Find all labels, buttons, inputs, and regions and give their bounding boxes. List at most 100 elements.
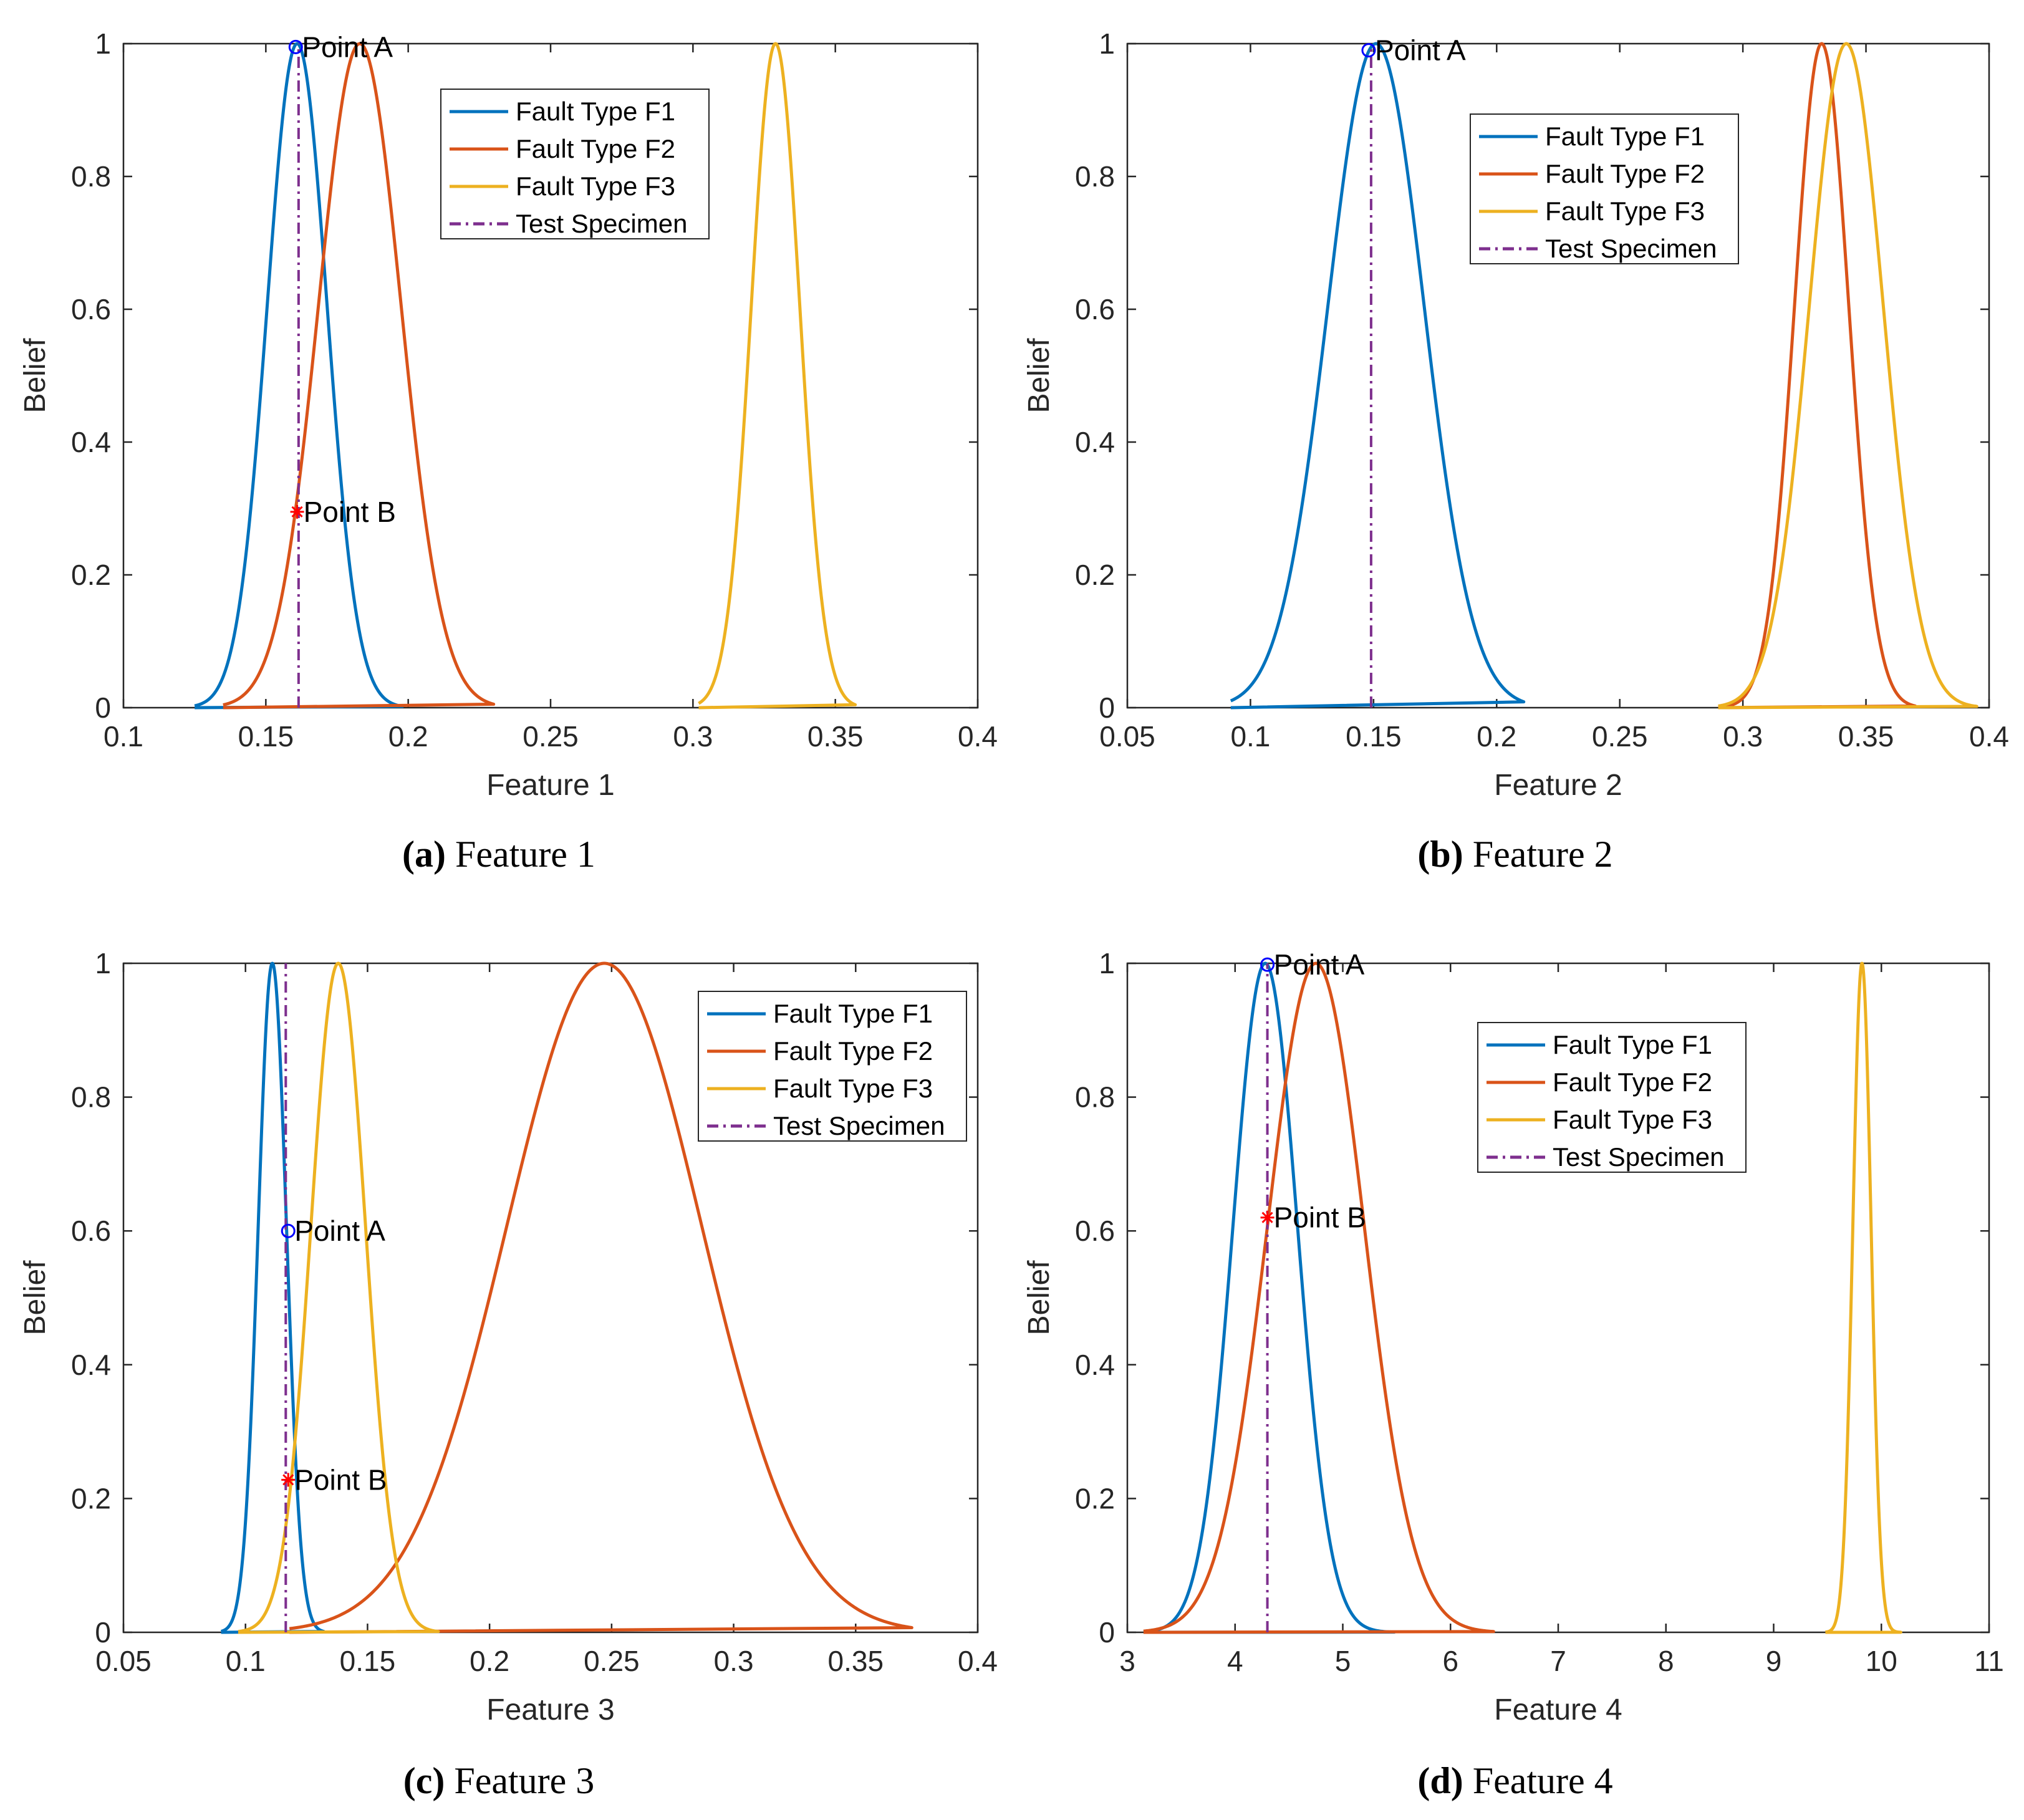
point-a-label: Point A: [1375, 34, 1466, 67]
legend-label: Test Specimen: [516, 209, 687, 238]
x-tick-label: 0.15: [1346, 720, 1402, 753]
y-tick-label: 0.4: [1075, 1349, 1115, 1381]
legend-label: Fault Type F3: [1553, 1105, 1712, 1134]
y-tick-label: 0.2: [71, 559, 111, 591]
series-line-f1: [193, 42, 405, 710]
legend-box: [1477, 1022, 1747, 1173]
x-axis-label: Feature 4: [1494, 1693, 1622, 1726]
y-tick-label: 0: [1099, 691, 1115, 724]
series-line-f2: [289, 961, 913, 1634]
y-tick-label: 0.4: [1075, 426, 1115, 458]
point-a-label: Point A: [302, 31, 393, 63]
legend-label: Fault Type F3: [773, 1074, 933, 1103]
y-axis-label: Belief: [1023, 338, 1056, 413]
x-tick-label: 0.05: [95, 1645, 152, 1677]
point-a-label: Point A: [1274, 948, 1365, 981]
legend-label: Test Specimen: [1553, 1142, 1724, 1172]
legend: Fault Type F1 Fault Type F2 Fault Type F3 T…: [1477, 1022, 1747, 1173]
panel-caption: (b) Feature 2: [1417, 834, 1612, 875]
caption-letter: (c): [403, 1760, 445, 1801]
y-tick-label: 0.6: [1075, 1215, 1115, 1247]
legend-box: [440, 89, 710, 239]
y-tick-label: 0.4: [71, 1349, 111, 1381]
x-tick-label: 0.4: [958, 1645, 998, 1677]
x-tick-label: 0.35: [807, 720, 864, 753]
x-tick-label: 0.15: [340, 1645, 396, 1677]
series-line-f1: [1230, 42, 1526, 710]
legend-box: [698, 991, 967, 1142]
x-tick-label: 11: [1974, 1645, 2004, 1677]
y-tick-label: 1: [1099, 947, 1115, 980]
series-line-f2: [222, 42, 496, 710]
caption-text: Feature 4: [1463, 1760, 1613, 1801]
point-b-marker: [1260, 1210, 1275, 1225]
x-axis-label: Feature 2: [1494, 769, 1622, 802]
y-axis-label: Belief: [1023, 1260, 1056, 1336]
x-tick-label: 0.4: [958, 720, 998, 753]
x-tick-label: 0.25: [1592, 720, 1648, 753]
chart-panel-3: 0.05 0.1 0.15 0.2 0.25 0.3 0.35 0.4 0 0.2 0.4 0.6 0.…: [19, 947, 998, 1801]
point-b-marker: [281, 1473, 296, 1487]
legend-label: Fault Type F1: [773, 999, 933, 1028]
legend-label: Fault Type F3: [1545, 196, 1705, 226]
y-tick-label: 0.8: [1075, 1081, 1115, 1114]
point-a-marker: [1260, 957, 1275, 972]
x-tick-label: 0.3: [673, 720, 713, 753]
chart-panel-4: 3 4 5 6 7 8 9 10 11 0 0.2 0.4 0.6 0.8 1 Feature 4 Belief…: [1023, 947, 2004, 1801]
x-tick-label: 6: [1442, 1645, 1458, 1677]
y-axis-label: Belief: [19, 338, 52, 413]
series-line-f3: [697, 42, 857, 710]
y-tick-label: 0.6: [71, 1215, 111, 1247]
x-tick-label: 0.35: [1838, 720, 1894, 753]
y-tick-label: 0: [95, 1616, 111, 1649]
x-tick-label: 0.2: [388, 720, 428, 753]
caption-text: Feature 2: [1463, 834, 1613, 875]
point-a-label: Point A: [294, 1215, 385, 1247]
legend-label: Fault Type F1: [1553, 1030, 1712, 1059]
x-tick-label: 0.15: [238, 720, 294, 753]
caption-text: Feature 1: [446, 834, 595, 875]
y-tick-label: 0.6: [1075, 293, 1115, 325]
legend: Fault Type F1 Fault Type F2 Fault Type F3 T…: [1470, 113, 1739, 264]
point-a-marker: [1361, 43, 1376, 58]
x-tick-label: 0.1: [1230, 720, 1270, 753]
point-b-label: Point B: [294, 1463, 387, 1496]
chart-panel-1: 0.1 0.15 0.2 0.25 0.3 0.35 0.4 0 0.2 0.4 0.6 0.8 1 Fe…: [19, 27, 998, 875]
caption-letter: (a): [402, 834, 446, 875]
x-tick-label: 0.05: [1099, 720, 1155, 753]
x-tick-label: 8: [1658, 1645, 1674, 1677]
y-tick-label: 1: [1099, 27, 1115, 60]
x-tick-label: 0.4: [1969, 720, 2009, 753]
caption-text: Feature 3: [445, 1760, 594, 1801]
x-tick-label: 5: [1335, 1645, 1351, 1677]
y-tick-label: 0.8: [71, 160, 111, 193]
x-tick-label: 0.3: [1723, 720, 1763, 753]
x-tick-label: 9: [1766, 1645, 1782, 1677]
y-tick-label: 0.4: [71, 426, 111, 458]
y-tick-label: 1: [95, 27, 111, 60]
point-a-marker: [281, 1223, 296, 1238]
point-b-label: Point B: [304, 496, 396, 528]
legend-box: [1470, 113, 1739, 264]
x-tick-label: 0.1: [104, 720, 143, 753]
x-tick-label: 3: [1119, 1645, 1135, 1677]
legend-label: Fault Type F2: [1553, 1067, 1712, 1097]
y-tick-label: 0.8: [1075, 160, 1115, 193]
legend-label: Fault Type F1: [516, 97, 675, 126]
legend-label: Fault Type F3: [516, 171, 675, 201]
y-tick-label: 0: [95, 691, 111, 724]
point-a-marker: [288, 39, 303, 54]
series-line-f3: [1717, 42, 1978, 710]
panel-caption: (c) Feature 3: [403, 1760, 595, 1801]
y-tick-label: 0.6: [71, 293, 111, 325]
series-line-f1: [1142, 961, 1396, 1634]
legend-label: Fault Type F1: [1545, 122, 1705, 151]
x-tick-label: 0.25: [523, 720, 579, 753]
legend: Fault Type F1 Fault Type F2 Fault Type F3 T…: [440, 89, 710, 239]
legend-label: Fault Type F2: [516, 134, 675, 163]
point-b-label: Point B: [1274, 1201, 1366, 1234]
x-axis-label: Feature 3: [486, 1693, 614, 1726]
series-line-f1: [219, 961, 325, 1634]
series-line-f3: [1824, 961, 1902, 1634]
